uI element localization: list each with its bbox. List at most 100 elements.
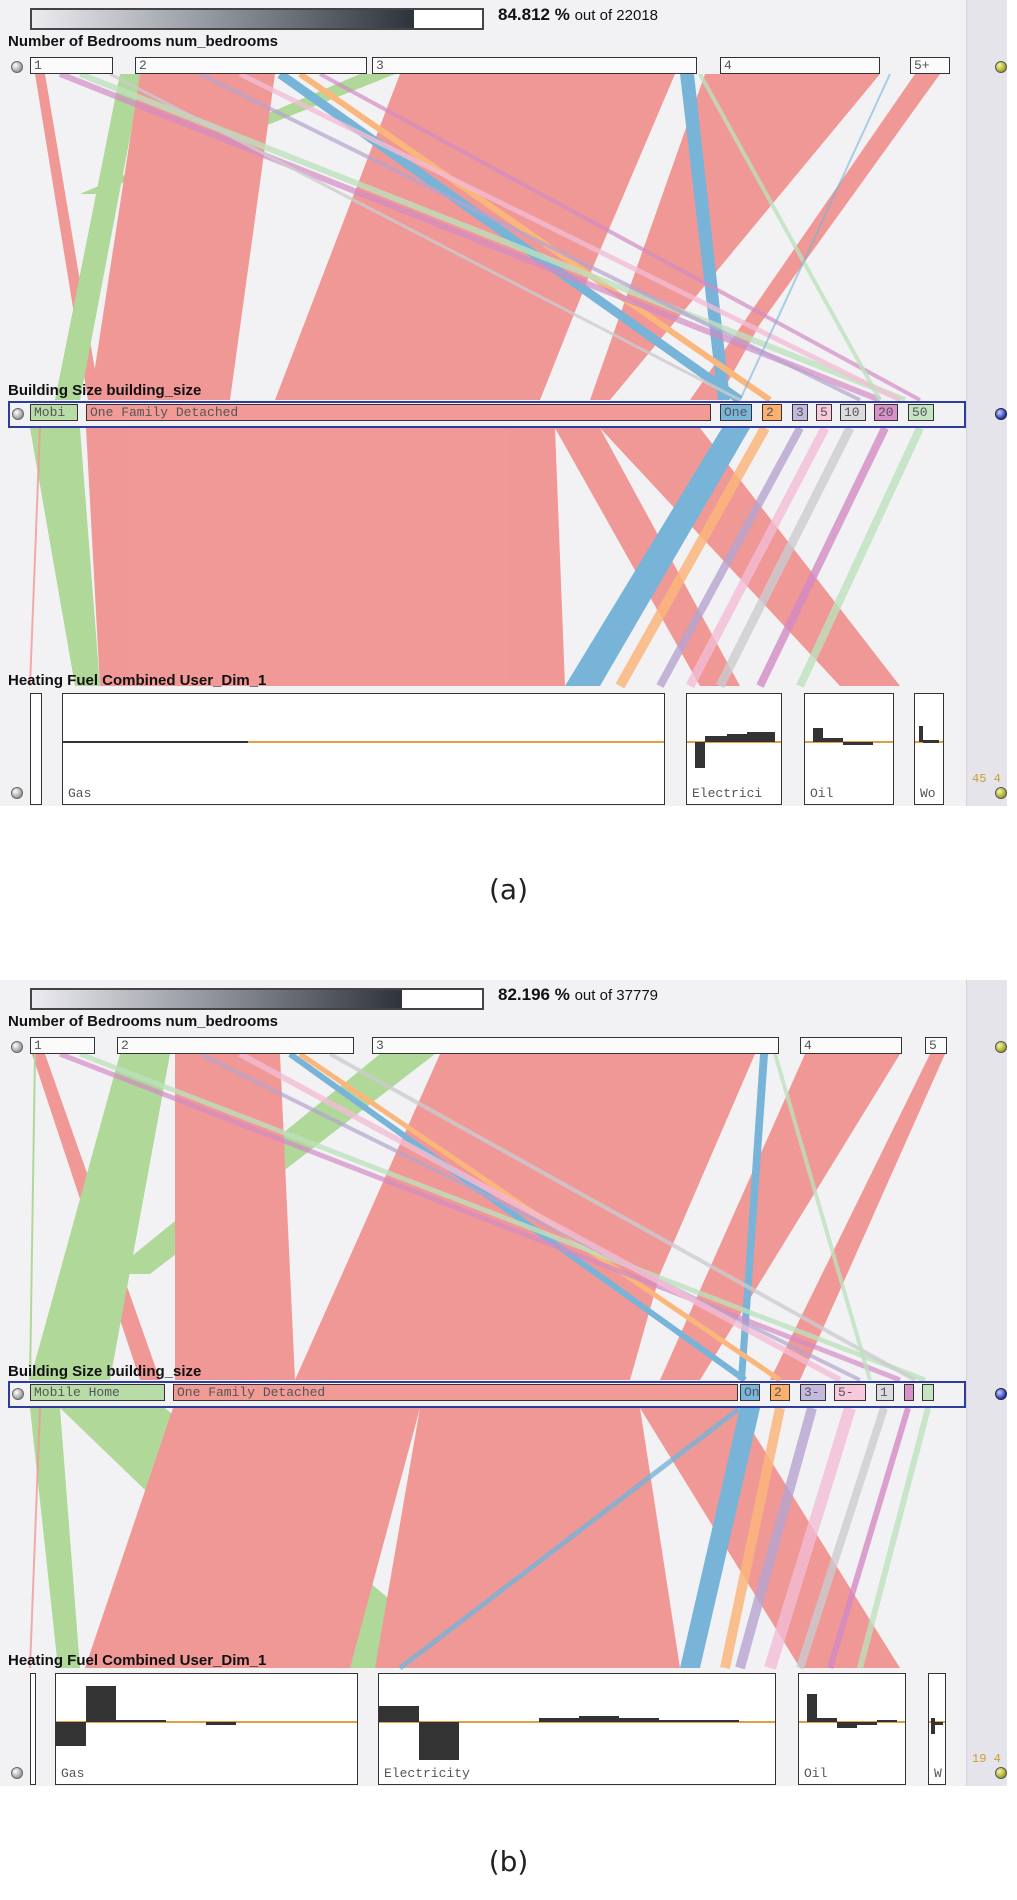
progress-fill: [32, 10, 414, 28]
ribbon: [565, 428, 750, 686]
ribbon: [79, 1054, 926, 1383]
histogram: [805, 728, 893, 745]
histogram: [379, 1706, 775, 1760]
vertical-scrollbar[interactable]: [966, 980, 1007, 1786]
ribbon: [58, 74, 882, 403]
axis1-category[interactable]: 5+: [910, 57, 950, 74]
axis2-category[interactable]: One Family Detached: [173, 1384, 738, 1401]
ribbon: [656, 428, 804, 688]
ribbon: [175, 1054, 295, 1380]
axis1-category[interactable]: 1: [30, 57, 113, 74]
axis2-category[interactable]: 3: [792, 404, 808, 421]
fuel-category-oil[interactable]: Oil: [804, 693, 894, 805]
axis2-category[interactable]: 3-: [800, 1384, 826, 1401]
axis2-right-handle[interactable]: [995, 1388, 1007, 1400]
selection-progress-bar: [30, 988, 484, 1010]
ribbon: [773, 1054, 872, 1381]
axis2-category[interactable]: On: [740, 1384, 760, 1401]
axis1-left-handle[interactable]: [11, 1041, 23, 1053]
ribbon: [238, 74, 902, 403]
fuel-category-gas[interactable]: Gas: [62, 693, 665, 805]
ribbon: [86, 428, 565, 686]
axis3-right-handle[interactable]: [995, 1767, 1007, 1779]
ribbon: [739, 74, 891, 401]
axis2-highlight-box[interactable]: [8, 1381, 966, 1408]
axis2-category[interactable]: 20: [874, 404, 898, 421]
ribbon: [680, 1408, 760, 1668]
axis3-title: Heating Fuel Combined User_Dim_1: [8, 672, 267, 689]
percent-value: 84.812: [498, 5, 550, 24]
axis3-left-handle[interactable]: [11, 1767, 23, 1779]
fuel-label: Oil: [804, 1766, 828, 1781]
ribbon: [590, 74, 880, 400]
axis2-category[interactable]: 10: [840, 404, 866, 421]
percent-unit: %: [554, 5, 570, 24]
panel-a: 84.812 % out of 22018 Number of Bedrooms…: [0, 0, 1017, 820]
total-count: out of 22018: [574, 7, 659, 24]
axis2-category[interactable]: 2: [762, 404, 782, 421]
fuel-label: Electricity: [384, 1766, 470, 1781]
ribbon: [686, 428, 829, 688]
histogram: [687, 732, 781, 768]
ribbon: [796, 1408, 888, 1670]
axis3-right-handle[interactable]: [995, 787, 1007, 799]
axis1-category[interactable]: 1: [30, 1037, 95, 1054]
total-count: out of 37779: [574, 987, 659, 1004]
axis3-left-handle[interactable]: [11, 787, 23, 799]
axis3-title: Heating Fuel Combined User_Dim_1: [8, 1652, 267, 1669]
axis2-category[interactable]: Mobi: [30, 404, 78, 421]
axis2-category[interactable]: 2: [770, 1384, 790, 1401]
ribbon: [827, 1408, 911, 1669]
percent-unit: %: [554, 985, 570, 1004]
ribbon: [680, 74, 730, 400]
percent-readout: 84.812 % out of 22018: [498, 5, 658, 25]
fuel-category-wood[interactable]: Wo: [914, 693, 944, 805]
ribbon: [109, 74, 741, 402]
fuel-label: Oil: [810, 786, 834, 801]
panel-b: 82.196 % out of 37779 Number of Bedrooms…: [0, 980, 1017, 1790]
axis2-category[interactable]: [922, 1384, 934, 1401]
axis2-left-handle[interactable]: [12, 1388, 24, 1400]
axis2-category[interactable]: [904, 1384, 914, 1401]
axis1-category[interactable]: 5: [925, 1037, 947, 1054]
axis1-category[interactable]: 2: [135, 57, 367, 74]
axis1-right-handle[interactable]: [995, 1041, 1007, 1053]
axis2-category[interactable]: One Family Detached: [86, 404, 711, 421]
side-label: 45 4: [972, 772, 1001, 786]
axis1-category[interactable]: 4: [720, 57, 880, 74]
fuel-mini-box[interactable]: [30, 693, 42, 805]
axis2-category[interactable]: 50: [908, 404, 934, 421]
axis2-category[interactable]: Mobile Home: [30, 1384, 165, 1401]
fuel-category-wood[interactable]: W: [928, 1673, 946, 1785]
ribbon: [90, 74, 275, 400]
axis2-left-handle[interactable]: [12, 408, 24, 420]
axis1-category[interactable]: 3: [372, 57, 697, 74]
fuel-mini-box[interactable]: [30, 1673, 36, 1785]
axis1-category[interactable]: 2: [117, 1037, 354, 1054]
fuel-category-oil[interactable]: Oil: [798, 1673, 906, 1785]
axis1-category[interactable]: 3: [372, 1037, 779, 1054]
axis2-right-handle[interactable]: [995, 408, 1007, 420]
ribbon: [615, 428, 770, 688]
ribbon: [30, 428, 100, 686]
axis2-title: Building Size building_size: [8, 382, 202, 399]
fuel-category-gas[interactable]: Gas: [55, 1673, 358, 1785]
ribbon: [85, 1408, 420, 1668]
fuel-category-electricity[interactable]: Electricity: [378, 1673, 776, 1785]
axis2-category[interactable]: 1: [876, 1384, 894, 1401]
histogram: [929, 1718, 945, 1734]
axis2-category[interactable]: One: [720, 404, 752, 421]
axis2-category[interactable]: 5: [816, 404, 832, 421]
axis1-left-handle[interactable]: [11, 61, 23, 73]
ribbon: [857, 1408, 931, 1669]
vertical-scrollbar[interactable]: [966, 0, 1007, 806]
histogram: [63, 741, 664, 743]
ribbon: [59, 1054, 901, 1383]
axis1-category[interactable]: 4: [800, 1037, 902, 1054]
axis2-category[interactable]: 5-: [834, 1384, 866, 1401]
fuel-category-electricity[interactable]: Electrici: [686, 693, 782, 805]
axis2-highlight-box[interactable]: [8, 401, 966, 428]
ribbon: [756, 428, 889, 688]
axis1-right-handle[interactable]: [995, 61, 1007, 73]
ribbon: [199, 1054, 861, 1382]
